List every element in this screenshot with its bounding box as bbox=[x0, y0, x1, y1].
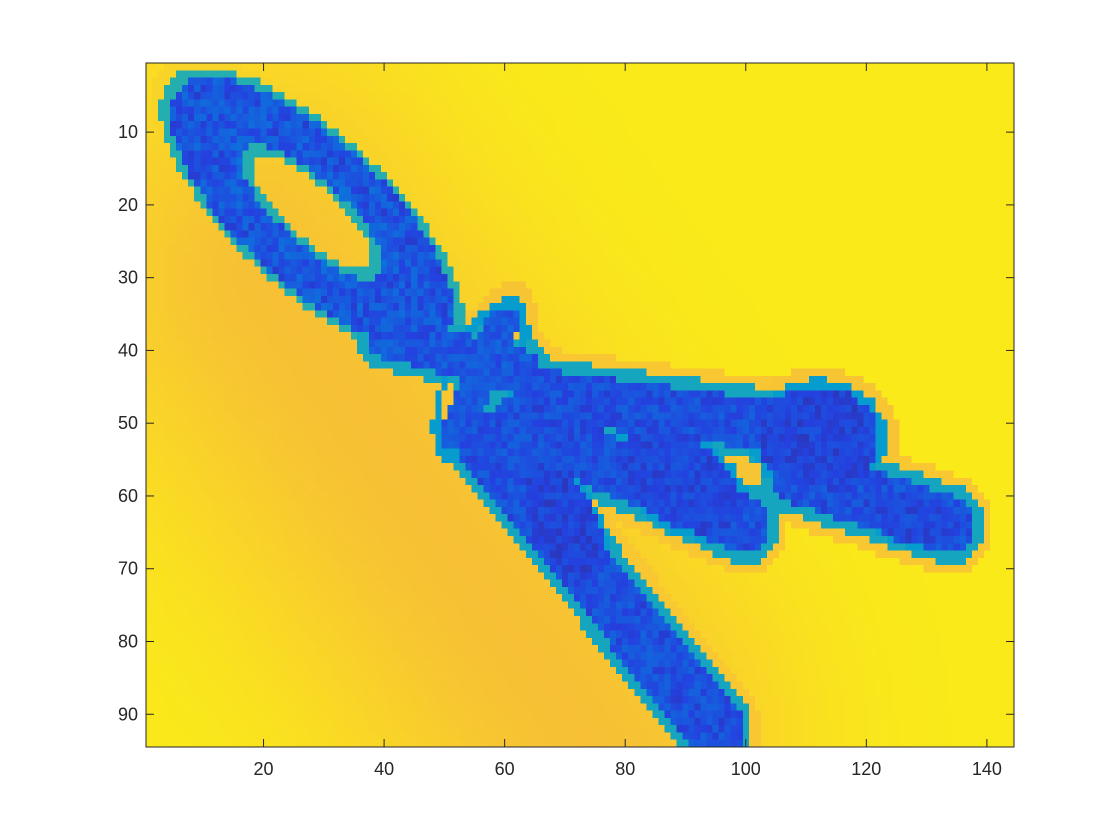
x-tick-label: 20 bbox=[254, 759, 274, 779]
plot-area bbox=[145, 62, 1015, 748]
y-tick-label: 20 bbox=[118, 195, 138, 215]
y-tick-label: 80 bbox=[118, 631, 138, 651]
x-tick-label: 140 bbox=[972, 759, 1002, 779]
y-tick-label: 70 bbox=[118, 559, 138, 579]
y-tick-label: 60 bbox=[118, 486, 138, 506]
x-tick-label: 80 bbox=[615, 759, 635, 779]
axes-box bbox=[145, 62, 1015, 748]
x-tick-label: 60 bbox=[495, 759, 515, 779]
y-tick-label: 50 bbox=[118, 413, 138, 433]
x-tick-label: 120 bbox=[851, 759, 881, 779]
heatmap-image bbox=[146, 63, 1014, 747]
x-tick-label: 100 bbox=[731, 759, 761, 779]
y-tick-label: 40 bbox=[118, 340, 138, 360]
y-tick-label: 10 bbox=[118, 122, 138, 142]
x-tick-label: 40 bbox=[374, 759, 394, 779]
y-axis: 10 20 30 40 50 60 70 80 90 bbox=[118, 122, 1014, 724]
y-tick-label: 30 bbox=[118, 268, 138, 288]
x-axis: 20 40 60 80 100 120 140 bbox=[254, 63, 1002, 779]
y-tick-label: 90 bbox=[118, 704, 138, 724]
